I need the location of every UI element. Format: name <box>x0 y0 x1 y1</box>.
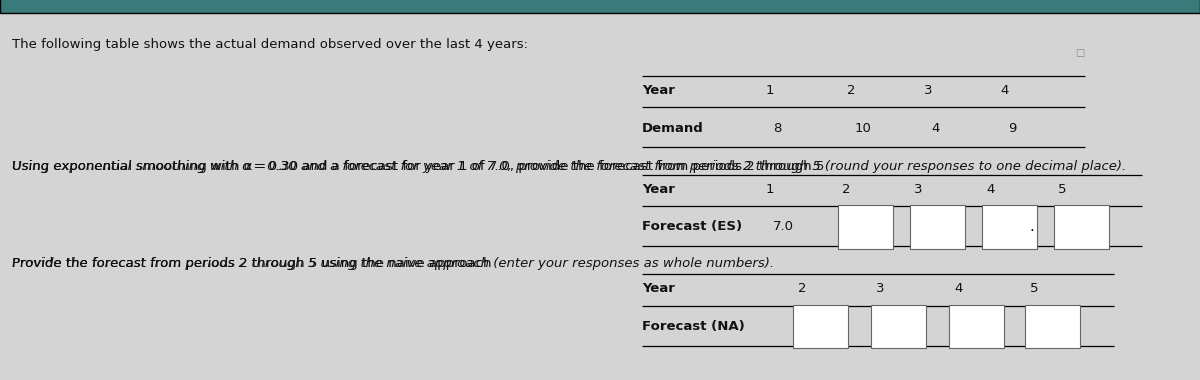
Text: □: □ <box>1075 48 1085 58</box>
Text: Year: Year <box>642 282 674 295</box>
Text: Year: Year <box>642 84 674 97</box>
Text: 1: 1 <box>766 183 774 196</box>
FancyBboxPatch shape <box>871 305 926 348</box>
Text: Year: Year <box>642 183 674 196</box>
FancyBboxPatch shape <box>793 305 848 348</box>
Text: 3: 3 <box>914 183 923 196</box>
Text: 4: 4 <box>954 282 962 295</box>
Text: 3: 3 <box>876 282 884 295</box>
FancyBboxPatch shape <box>0 0 1200 13</box>
Text: 4: 4 <box>931 122 940 135</box>
Text: Forecast (NA): Forecast (NA) <box>642 320 745 333</box>
Text: Using exponential smoothing with α = 0.30 and a forecast for year 1 of 7.0, prov: Using exponential smoothing with α = 0.3… <box>12 160 1127 173</box>
Text: Provide the forecast from periods 2 through 5 using the naive approach: Provide the forecast from periods 2 thro… <box>12 256 496 269</box>
FancyBboxPatch shape <box>1025 305 1080 348</box>
Text: 4: 4 <box>986 183 995 196</box>
Text: 10: 10 <box>854 122 871 135</box>
Text: 2: 2 <box>842 183 851 196</box>
Text: 2: 2 <box>798 282 806 295</box>
Text: Using exponential smoothing with α = 0.30 and a forecast for year 1 of 7.0, prov: Using exponential smoothing with α = 0.3… <box>12 160 829 173</box>
Text: 3: 3 <box>924 84 932 97</box>
Text: 5: 5 <box>1030 282 1038 295</box>
Text: 1: 1 <box>766 84 774 97</box>
Text: Demand: Demand <box>642 122 703 135</box>
Text: 9: 9 <box>1008 122 1016 135</box>
Text: 2: 2 <box>847 84 856 97</box>
FancyBboxPatch shape <box>838 205 893 249</box>
FancyBboxPatch shape <box>910 205 965 249</box>
FancyBboxPatch shape <box>949 305 1004 348</box>
Text: 8: 8 <box>773 122 781 135</box>
Text: 4: 4 <box>1001 84 1009 97</box>
FancyBboxPatch shape <box>1054 205 1109 249</box>
Text: 5: 5 <box>1058 183 1067 196</box>
Text: .: . <box>1030 219 1034 234</box>
FancyBboxPatch shape <box>982 205 1037 249</box>
Text: 7.0: 7.0 <box>773 220 794 233</box>
Text: The following table shows the actual demand observed over the last 4 years:: The following table shows the actual dem… <box>12 38 528 51</box>
Text: Provide the forecast from periods 2 through 5 using the naive approach (enter yo: Provide the forecast from periods 2 thro… <box>12 256 774 269</box>
Text: Forecast (ES): Forecast (ES) <box>642 220 742 233</box>
